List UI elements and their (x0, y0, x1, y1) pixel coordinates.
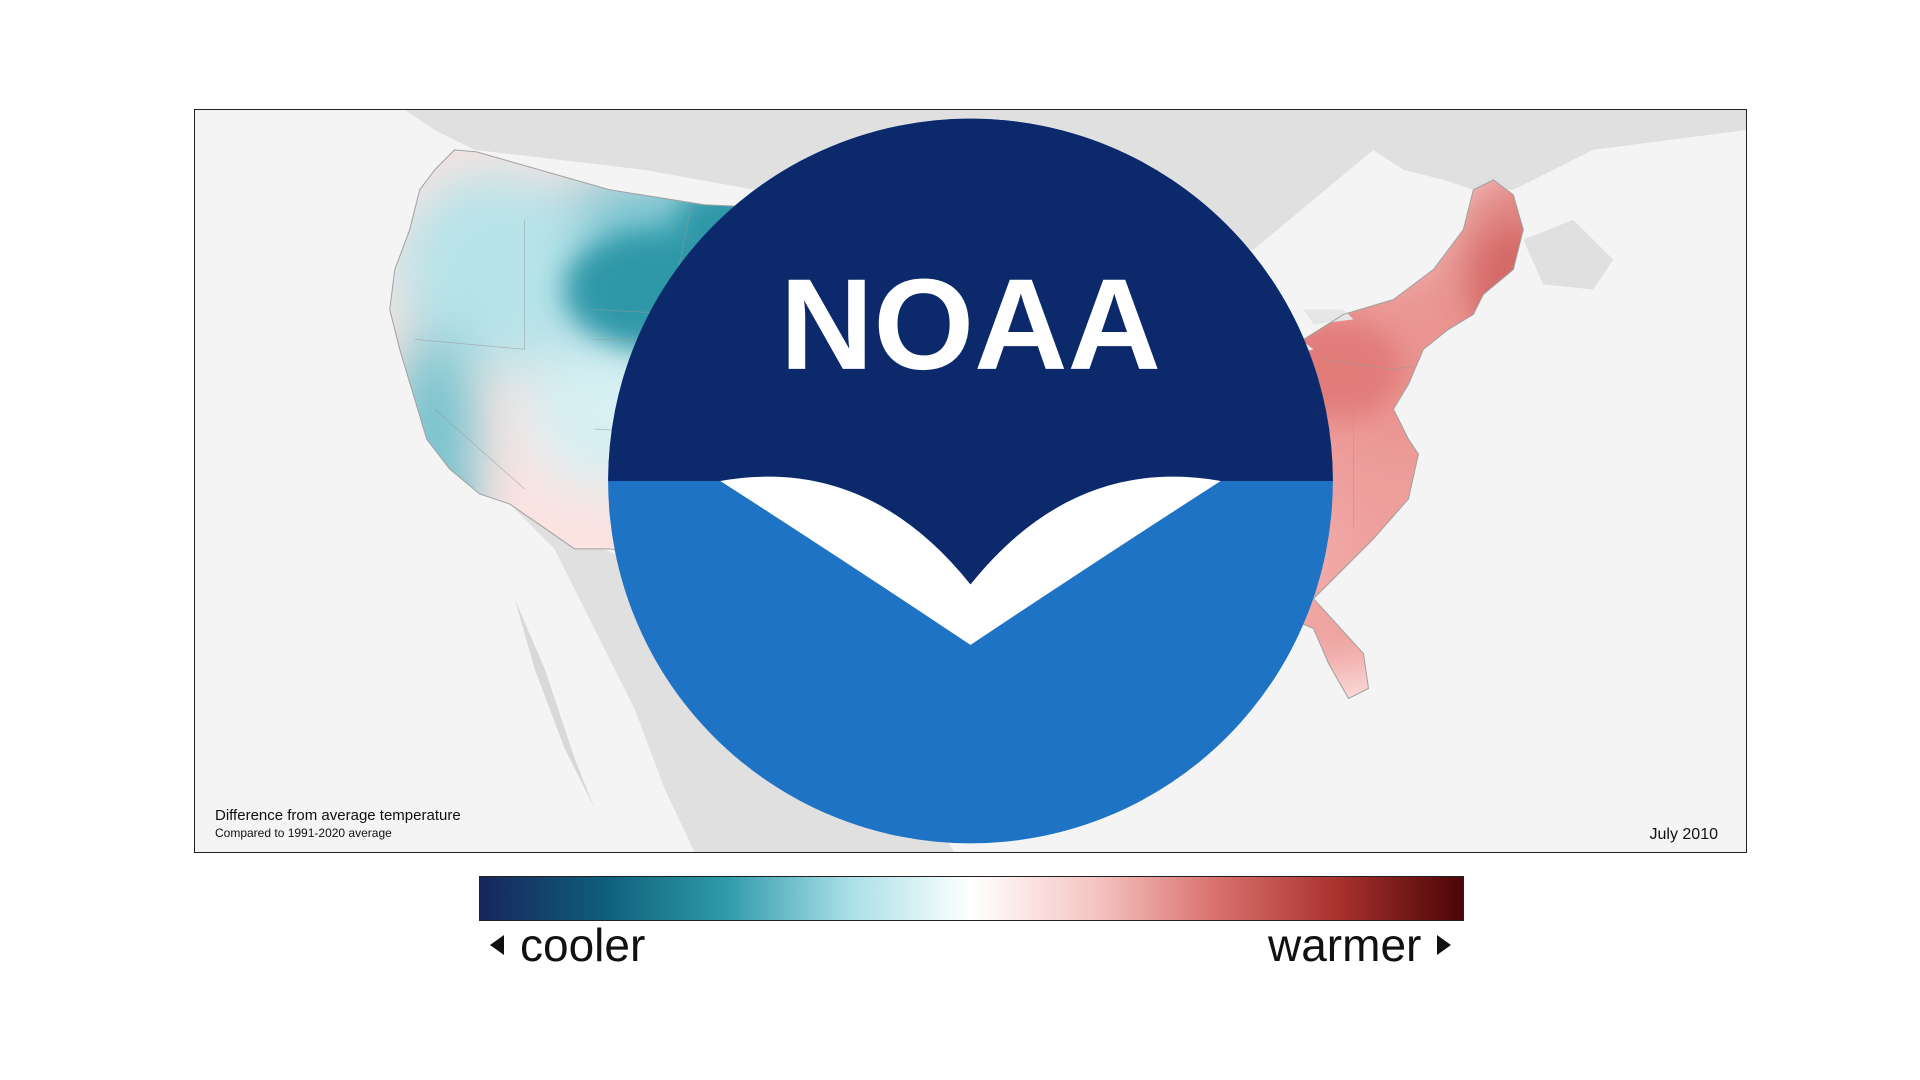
noaa-logo: NOAA (608, 118, 1333, 844)
noaa-logo-text: NOAA (780, 253, 1161, 397)
map-caption: Difference from average temperature Comp… (215, 807, 461, 840)
legend-cooler: cooler (490, 918, 645, 972)
caption-subtitle: Compared to 1991-2020 average (215, 826, 392, 840)
legend-warmer: warmer (1268, 918, 1452, 972)
legend-warmer-label: warmer (1268, 919, 1422, 971)
map-panel: Difference from average temperature Comp… (194, 109, 1747, 853)
date-label: July 2010 (1649, 826, 1719, 843)
caption-title: Difference from average temperature (215, 807, 461, 824)
color-scale-bar (479, 876, 1464, 921)
left-arrow-icon (490, 935, 504, 955)
legend-cooler-label: cooler (520, 919, 646, 971)
right-arrow-icon (1437, 935, 1452, 955)
